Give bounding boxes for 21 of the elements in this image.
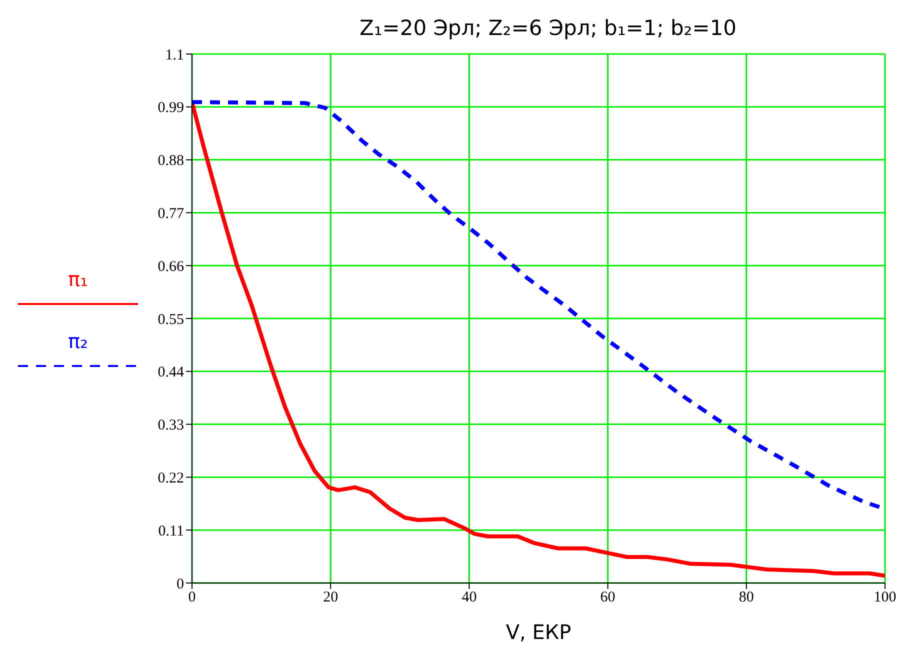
y-tick-label: 0.22	[158, 470, 184, 487]
x-tick-label: 60	[600, 590, 616, 606]
x-tick-label: 40	[462, 590, 477, 606]
y-tick-label: 0.11	[158, 523, 184, 540]
text: π₂	[66, 328, 90, 352]
x-tick-label: 0	[188, 590, 196, 606]
y-tick-label: 1.1	[165, 47, 184, 64]
chart-title: Z₁=20 Эрл; Z₂=6 Эрл; b₁=1; b₂=10	[358, 16, 738, 40]
y-tick-label: 0.77	[158, 206, 184, 222]
x-axis-title: V, ЕКР	[506, 620, 572, 644]
y-tick-label: 0.99	[158, 100, 184, 116]
x-tick-label: 100	[874, 590, 896, 606]
y-tick-label: 0.88	[158, 153, 184, 170]
y-tick-label: 0.33	[158, 418, 184, 434]
x-tick-label: 80	[738, 590, 754, 606]
y-tick-label: 0	[176, 576, 184, 592]
text: π₁	[66, 266, 90, 290]
x-tick-label: 20	[323, 590, 338, 606]
y-tick-label: 0.55	[158, 312, 184, 328]
y-tick-label: 0.66	[158, 258, 184, 275]
y-tick-label: 0.44	[158, 364, 184, 381]
